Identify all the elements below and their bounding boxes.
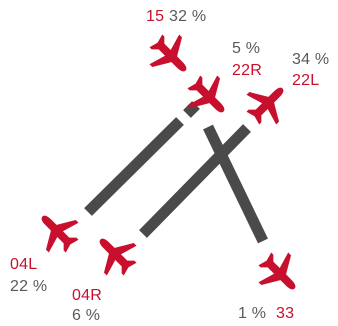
airplane-icon-33	[250, 244, 310, 304]
airplane-icon-22L	[238, 73, 298, 133]
share-label-04R: 6 %	[72, 307, 101, 324]
runway-label-22L: 22L	[292, 72, 320, 89]
runway-label-15: 15	[146, 8, 165, 25]
share-label-22L: 34 %	[292, 51, 330, 68]
runway-04R-22L	[139, 124, 251, 238]
share-label-22R: 5 %	[232, 40, 261, 57]
runway-label-22R: 22R	[232, 62, 262, 79]
airplane-icon-04L	[27, 201, 87, 261]
runway-04R-22L-line	[139, 124, 251, 238]
runway-04L-22R-lower-segment	[84, 117, 184, 216]
airplane-icon-22R	[179, 67, 239, 127]
share-label-04L: 22 %	[10, 278, 48, 295]
share-label-15: 32 %	[169, 8, 207, 25]
share-label-33: 1 %	[238, 305, 267, 322]
airplane-icon-15	[141, 26, 201, 86]
runway-label-33: 33	[276, 305, 295, 322]
runway-15-33	[203, 124, 268, 244]
runway-label-04R: 04R	[72, 287, 102, 304]
runway-15-33-line	[203, 124, 268, 244]
airplane-icon-04R	[85, 224, 145, 284]
runway-label-04L: 04L	[10, 256, 38, 273]
